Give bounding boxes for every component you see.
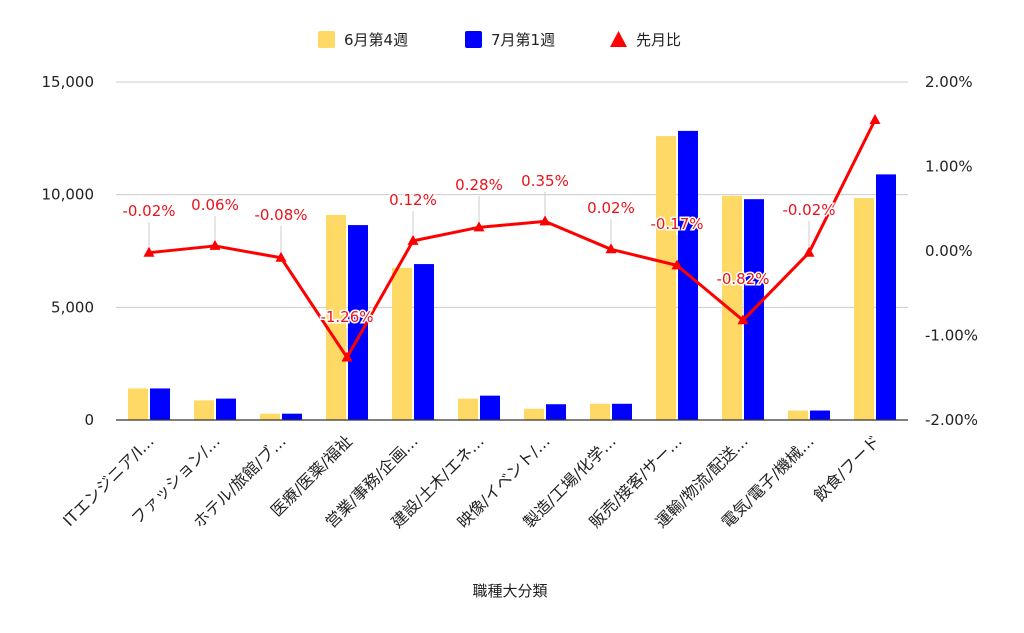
right-axis-tick-labels: -2.00% -1.00% 0.00% 1.00% 2.00% xyxy=(925,73,978,429)
legend-swatch xyxy=(318,31,335,48)
data-label-connectors xyxy=(148,192,810,352)
bar xyxy=(876,174,896,420)
line-point xyxy=(209,239,221,250)
legend-swatch xyxy=(465,31,482,48)
data-label: -1.26% xyxy=(320,308,373,326)
line-point xyxy=(143,246,155,257)
left-axis-tick-labels: 0 5,000 10,000 15,000 xyxy=(42,73,95,429)
data-label: 0.02% xyxy=(587,199,635,217)
bar xyxy=(414,264,434,420)
left-tick-label: 15,000 xyxy=(42,73,95,91)
right-tick-label: 1.00% xyxy=(925,158,973,176)
bar xyxy=(524,408,544,420)
data-label: 0.06% xyxy=(191,196,239,214)
bar xyxy=(480,395,500,420)
category-axis-labels: ITエンジニア/I…ファッション/…ホテル/旅館/ブ…医療/医薬/福祉営業/事務… xyxy=(59,431,884,531)
bar xyxy=(656,136,676,420)
left-tick-label: 0 xyxy=(84,411,94,429)
right-tick-label: -1.00% xyxy=(925,327,978,345)
left-tick-label: 5,000 xyxy=(51,298,94,316)
line-point xyxy=(803,246,815,257)
legend: 6月第4週 7月第1週 先月比 xyxy=(318,31,681,49)
right-tick-label: 2.00% xyxy=(925,73,973,91)
gridlines xyxy=(116,81,908,308)
bar xyxy=(590,403,610,420)
legend-label: 7月第1週 xyxy=(491,31,555,49)
bar xyxy=(392,267,412,420)
bar xyxy=(150,388,170,420)
bar xyxy=(854,198,874,420)
legend-swatch xyxy=(610,31,627,47)
data-label: -0.17% xyxy=(650,215,703,233)
line-point xyxy=(605,243,617,254)
data-label: 0.28% xyxy=(455,176,503,194)
bar xyxy=(260,413,280,420)
bar xyxy=(194,400,214,420)
right-tick-label: -2.00% xyxy=(925,411,978,429)
line-point xyxy=(341,351,353,362)
bar xyxy=(722,195,742,420)
bar xyxy=(282,413,302,420)
data-labels: -0.02% 0.06% -0.08% -1.26% 0.12% 0.28% 0.35% 0.… xyxy=(121,171,837,328)
legend-label: 先月比 xyxy=(636,31,681,49)
left-tick-label: 10,000 xyxy=(42,186,95,204)
bar xyxy=(326,214,346,420)
data-label: -0.02% xyxy=(782,201,835,219)
legend-label: 6月第4週 xyxy=(344,31,408,49)
data-label: -0.82% xyxy=(716,270,769,288)
line-path xyxy=(148,119,877,359)
data-label: 0.35% xyxy=(521,172,569,190)
line-point xyxy=(671,259,683,270)
bar xyxy=(128,388,148,420)
bar xyxy=(458,398,478,420)
category-label: 飲食/フード xyxy=(810,431,884,505)
line-point xyxy=(473,221,485,232)
bar xyxy=(612,403,632,420)
line-point xyxy=(869,114,881,125)
line-point xyxy=(737,314,749,325)
line-point xyxy=(407,234,419,245)
bar xyxy=(788,410,808,420)
bar xyxy=(546,404,566,420)
data-label: 0.12% xyxy=(389,191,437,209)
right-tick-label: 0.00% xyxy=(925,242,973,260)
bar xyxy=(810,410,830,420)
bar xyxy=(216,398,236,420)
line-series xyxy=(143,114,881,362)
line-point xyxy=(539,215,551,226)
line-point xyxy=(275,251,287,262)
bar xyxy=(348,225,368,420)
bar-series xyxy=(128,130,896,420)
data-label: -0.02% xyxy=(122,202,175,220)
data-label: -0.08% xyxy=(254,206,307,224)
x-axis-title: 職種大分類 xyxy=(472,582,547,600)
